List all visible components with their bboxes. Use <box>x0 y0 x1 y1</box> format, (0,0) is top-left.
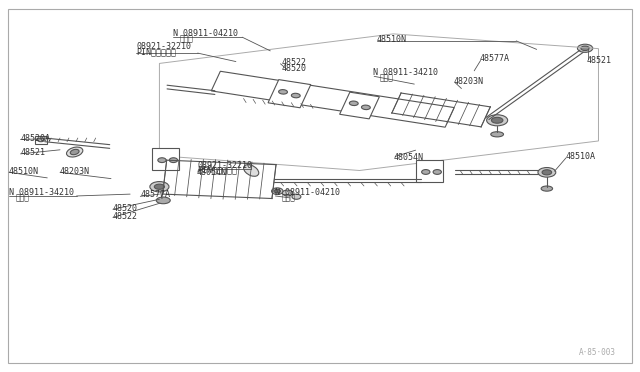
Ellipse shape <box>67 147 83 157</box>
Ellipse shape <box>291 93 300 98</box>
Ellipse shape <box>150 182 169 192</box>
Text: 48510A: 48510A <box>566 152 596 161</box>
Ellipse shape <box>244 165 259 176</box>
Text: 48510N: 48510N <box>9 167 39 176</box>
Ellipse shape <box>577 44 593 52</box>
Ellipse shape <box>492 117 503 123</box>
Ellipse shape <box>278 90 287 94</box>
Ellipse shape <box>158 158 166 163</box>
Text: N 08911-04210: N 08911-04210 <box>275 188 340 197</box>
Ellipse shape <box>538 167 556 177</box>
Text: 48203N: 48203N <box>60 167 90 176</box>
Text: A·85·003: A·85·003 <box>579 347 616 357</box>
Ellipse shape <box>422 170 430 174</box>
Ellipse shape <box>542 170 552 175</box>
Text: PINビン（１）: PINビン（１） <box>136 48 177 57</box>
Ellipse shape <box>292 194 301 199</box>
Ellipse shape <box>170 158 177 163</box>
Ellipse shape <box>282 190 292 196</box>
Text: 48054N: 48054N <box>196 168 227 177</box>
Text: （１）: （１） <box>15 193 29 202</box>
Text: 48203N: 48203N <box>454 77 484 86</box>
Text: （１）: （１） <box>380 73 393 83</box>
Text: 48521: 48521 <box>20 148 45 157</box>
Ellipse shape <box>274 189 280 193</box>
Ellipse shape <box>491 132 504 137</box>
Ellipse shape <box>581 46 589 51</box>
Text: 48520A: 48520A <box>20 134 51 142</box>
Text: PINビン（１）: PINビン（１） <box>198 166 237 175</box>
Bar <box>35 136 47 144</box>
Ellipse shape <box>70 150 79 155</box>
Text: N 08911-34210: N 08911-34210 <box>373 68 438 77</box>
Text: 48577A: 48577A <box>140 190 170 199</box>
Text: 48520: 48520 <box>113 203 138 213</box>
Ellipse shape <box>349 101 358 106</box>
Ellipse shape <box>271 188 283 195</box>
Ellipse shape <box>486 115 508 126</box>
Text: 08921-32210: 08921-32210 <box>198 161 253 170</box>
Text: （１）: （１） <box>180 34 194 43</box>
Text: （１）: （１） <box>282 193 296 202</box>
Ellipse shape <box>156 197 170 204</box>
Text: N 08911-34210: N 08911-34210 <box>9 188 74 197</box>
Bar <box>211 71 454 127</box>
Text: 08921-32210: 08921-32210 <box>136 42 191 51</box>
Bar <box>340 92 380 119</box>
Ellipse shape <box>433 170 442 174</box>
Text: N 08911-04210: N 08911-04210 <box>173 29 239 38</box>
Bar <box>416 160 443 182</box>
Ellipse shape <box>154 184 164 189</box>
Text: 48510N: 48510N <box>376 35 406 44</box>
Ellipse shape <box>541 186 552 191</box>
Text: 48577A: 48577A <box>479 54 509 64</box>
Text: 48054N: 48054N <box>394 153 424 163</box>
Text: 48522: 48522 <box>282 58 307 67</box>
Bar <box>152 148 179 170</box>
Ellipse shape <box>37 138 44 142</box>
Text: 48522: 48522 <box>113 212 138 221</box>
Text: 48521: 48521 <box>586 56 611 65</box>
Bar <box>268 80 311 108</box>
Text: 48520: 48520 <box>282 64 307 73</box>
Ellipse shape <box>362 105 371 110</box>
